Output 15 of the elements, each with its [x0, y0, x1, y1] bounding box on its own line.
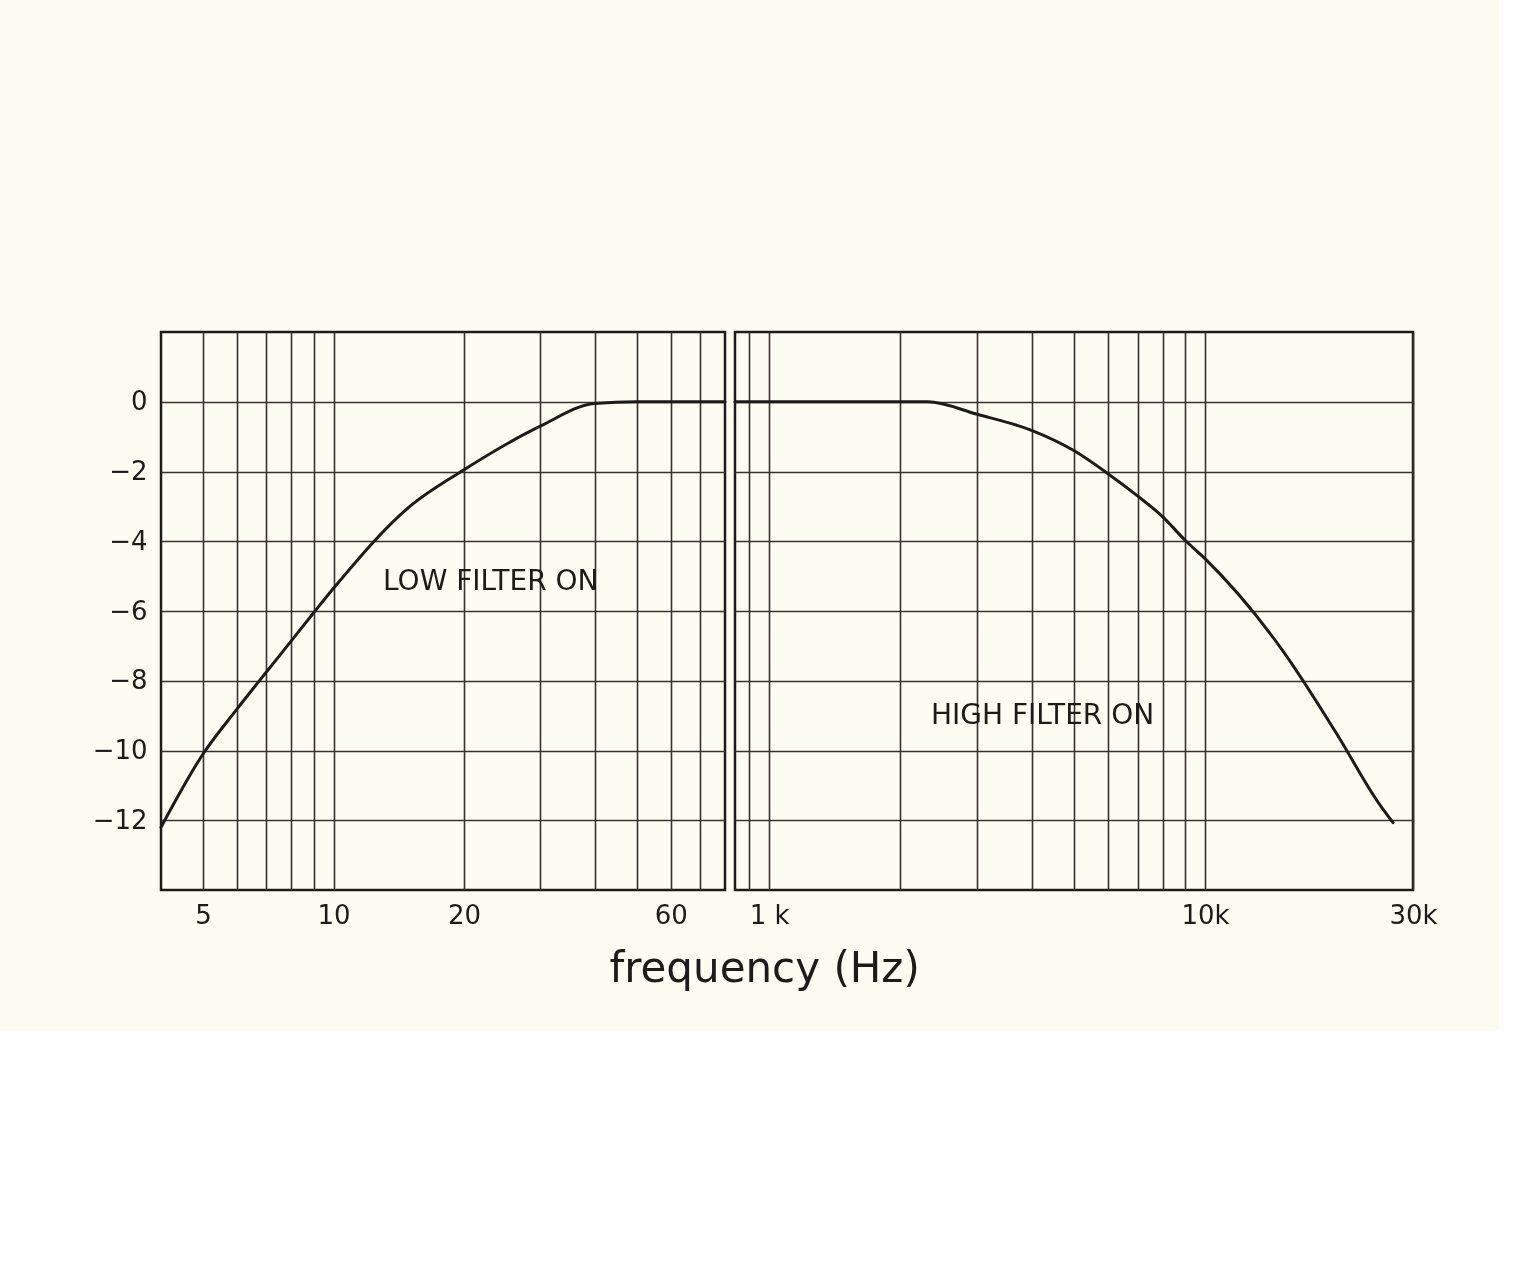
x-tick-label: 30k	[1389, 899, 1438, 930]
x-tick-label: 60	[654, 899, 688, 930]
x-tick-label: 1 k	[749, 899, 790, 930]
y-tick-label: −2	[109, 456, 148, 486]
y-tick-label: −10	[92, 735, 148, 765]
x-tick-label: 10k	[1181, 899, 1230, 930]
x-tick-label: 10	[317, 899, 351, 930]
y-tick-label: −12	[92, 804, 148, 835]
x-tick-label: 5	[195, 899, 212, 930]
x-axis-title: frequency (Hz)	[609, 943, 920, 993]
y-tick-label: −4	[109, 525, 148, 556]
x-tick-label: 20	[447, 899, 482, 930]
y-tick-label: −8	[109, 665, 148, 696]
y-tick-label: 0	[130, 386, 148, 417]
y-tick-label: −6	[109, 595, 148, 626]
